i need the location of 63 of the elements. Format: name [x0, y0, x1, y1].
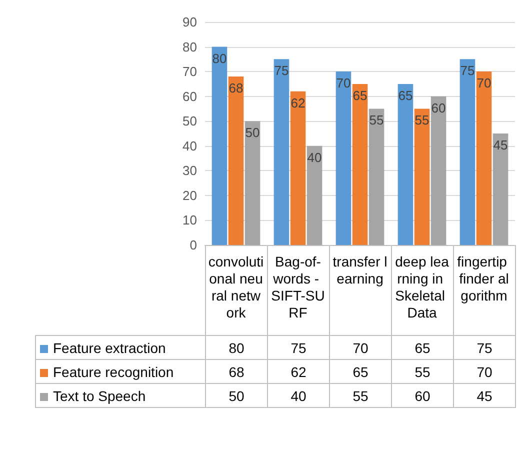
- y-tick-label: 70: [182, 64, 197, 80]
- data-label: 40: [268, 384, 330, 408]
- text: 55: [414, 112, 430, 128]
- bar: [430, 96, 446, 245]
- text: 75: [460, 63, 475, 78]
- x-tick-label: transfer learning: [332, 254, 388, 286]
- data-label: 65: [392, 336, 454, 360]
- y-tick-label: 80: [182, 39, 197, 54]
- data-label: 55: [392, 360, 454, 384]
- bar: [352, 84, 368, 245]
- text: 62: [290, 95, 306, 110]
- y-tick-label: 40: [182, 138, 197, 154]
- y-tick-label: 20: [182, 188, 197, 203]
- data-label: 50: [206, 384, 268, 408]
- data-label: 55: [330, 384, 392, 408]
- y-tick-label: 50: [182, 114, 197, 129]
- data-label: 75: [268, 336, 330, 360]
- legend-label: Text to Speech: [36, 384, 206, 408]
- text: 80: [212, 50, 227, 66]
- y-tick-label: 0: [190, 238, 197, 252]
- bar: [228, 76, 244, 245]
- text: 65: [398, 88, 413, 103]
- x-tick-label: fingertip finder algorithm: [457, 254, 511, 304]
- legend-label: Feature extraction: [36, 336, 206, 360]
- bar: [460, 59, 476, 245]
- y-tick-label: 60: [182, 88, 197, 104]
- text: 70: [336, 76, 351, 91]
- text: 40: [307, 150, 322, 165]
- text: 68: [228, 80, 244, 96]
- bar: [368, 108, 384, 245]
- data-label: 70: [330, 336, 392, 360]
- x-tick-label: convolutional neural network: [208, 254, 264, 320]
- data-label: 62: [268, 360, 330, 384]
- bar: [492, 134, 508, 245]
- text: 50: [245, 125, 260, 140]
- y-tick-label: 90: [182, 14, 197, 30]
- text: 45: [493, 138, 508, 152]
- text: 75: [274, 63, 289, 78]
- bar: [414, 108, 430, 245]
- bar: [274, 59, 290, 245]
- text: 60: [431, 100, 446, 116]
- bar: [336, 72, 352, 245]
- y-tick-label: 10: [182, 212, 197, 228]
- bar: [290, 91, 306, 245]
- bar: [212, 46, 228, 245]
- text: 55: [369, 112, 384, 128]
- bar: [244, 121, 260, 245]
- text: 65: [352, 88, 368, 103]
- data-label: 75: [454, 336, 516, 360]
- data-label: 68: [206, 360, 268, 384]
- legend-label: Feature recognition: [36, 360, 206, 384]
- text: 70: [476, 76, 492, 91]
- bar: [476, 72, 492, 245]
- x-tick-label: deep learning in Skeletal Data: [395, 254, 450, 320]
- data-label: 80: [206, 336, 268, 360]
- x-tick-label: Bag-of-words - SIFT-SURF: [271, 254, 325, 320]
- data-label: 65: [330, 360, 392, 384]
- y-tick-label: 30: [182, 163, 197, 178]
- bar: [306, 146, 322, 245]
- data-label: 70: [454, 360, 516, 384]
- bar: [398, 84, 414, 245]
- data-label: 45: [454, 384, 516, 408]
- data-label: 60: [392, 384, 454, 408]
